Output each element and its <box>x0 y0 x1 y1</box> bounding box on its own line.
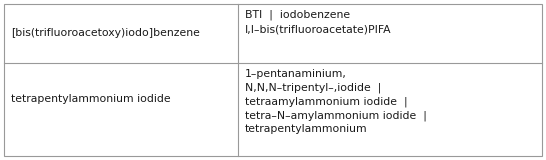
Text: 1–pentanaminium,
N,N,N–tripentyl–,iodide  |
tetraamylammonium iodide  |
tetra–N–: 1–pentanaminium, N,N,N–tripentyl–,iodide… <box>245 68 427 134</box>
Text: tetrapentylammonium iodide: tetrapentylammonium iodide <box>11 94 170 104</box>
Text: BTI  |  iodobenzene
I,I–bis(trifluoroacetate)PIFA: BTI | iodobenzene I,I–bis(trifluoroaceta… <box>245 10 391 34</box>
Text: [bis(trifluoroacetoxy)iodo]benzene: [bis(trifluoroacetoxy)iodo]benzene <box>11 28 200 38</box>
